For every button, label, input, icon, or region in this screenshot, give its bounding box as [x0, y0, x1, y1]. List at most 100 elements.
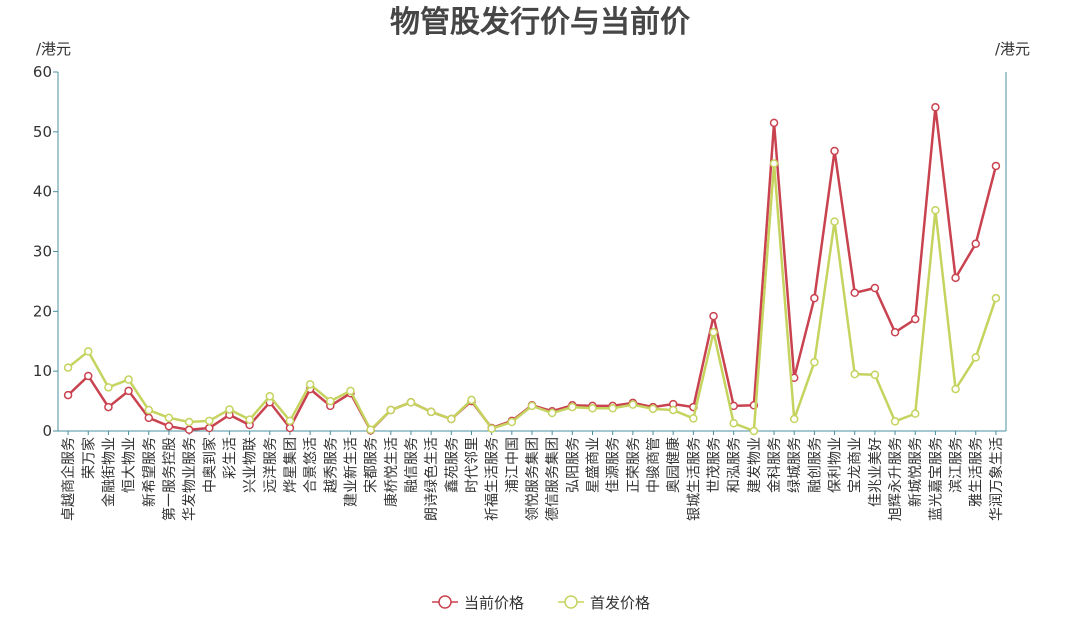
- data-point: [951, 384, 960, 394]
- x-tick-label: 滨江服务: [949, 437, 965, 493]
- chart-title: 物管股发行价与当前价: [390, 5, 690, 40]
- data-point: [205, 416, 214, 426]
- series-line: [67, 163, 998, 433]
- x-tick-label: 佳兆业美好: [868, 437, 884, 507]
- data-point: [386, 405, 396, 415]
- x-tick-label: 宋都服务: [364, 437, 380, 493]
- data-point: [991, 293, 1001, 303]
- y-tick-label: 30: [33, 243, 52, 261]
- x-tick-label: 德信服务集团: [544, 437, 561, 521]
- x-tick-label: 康桥悦生活: [383, 437, 400, 507]
- x-tick-label: 越秀服务: [323, 437, 339, 493]
- data-point: [789, 414, 799, 424]
- data-point: [104, 402, 113, 412]
- x-tick-label: 宝龙商业: [848, 437, 864, 493]
- data-point: [830, 217, 839, 226]
- x-tick-label: 金科服务: [767, 437, 783, 493]
- data-point: [245, 415, 254, 424]
- data-point: [164, 413, 174, 423]
- x-tick-label: 新希望服务: [142, 437, 158, 507]
- data-point: [890, 417, 900, 426]
- x-tick-label: 建发物业: [747, 437, 763, 493]
- x-tick-label: 华润万象生活: [989, 437, 1005, 521]
- y2-axis-label: /港元: [995, 40, 1030, 58]
- x-tick-label: 弘阳服务: [565, 437, 581, 493]
- x-tick-label: 祈福生活服务: [485, 437, 501, 521]
- data-point: [205, 423, 214, 433]
- data-point: [931, 103, 940, 112]
- data-point: [951, 273, 960, 283]
- data-point: [547, 408, 557, 418]
- data-point: [910, 409, 920, 418]
- data-point: [850, 288, 859, 298]
- legend-label: 当前价格: [464, 594, 524, 612]
- x-tick-label: 融信服务: [404, 437, 420, 493]
- x-tick-label: 保利物业: [828, 437, 844, 493]
- x-tick-label: 浦江中国: [505, 437, 521, 493]
- x-tick-label: 雅生活服务: [969, 437, 985, 507]
- data-point: [810, 357, 819, 367]
- x-tick-label: 和泓服务: [727, 437, 743, 493]
- data-point: [285, 423, 295, 433]
- data-point: [870, 283, 880, 293]
- data-point: [971, 353, 980, 362]
- data-point: [265, 392, 275, 401]
- x-tick-label: 金融街物业: [101, 437, 117, 507]
- data-point: [850, 369, 859, 379]
- data-point: [124, 386, 133, 396]
- x-tick-label: 旭辉永升服务: [888, 437, 904, 521]
- y-tick-label: 60: [33, 63, 52, 81]
- data-point: [426, 407, 436, 417]
- data-point: [769, 118, 779, 128]
- x-tick-label: 银城生活服务: [686, 437, 702, 521]
- data-point: [689, 414, 698, 423]
- x-tick-label: 合景悠活: [303, 437, 319, 493]
- x-tick-label: 恒大物业: [122, 437, 138, 493]
- data-point: [184, 417, 194, 427]
- x-tick-label: 新城悦服务: [908, 437, 924, 507]
- data-point: [870, 370, 880, 380]
- x-tick-label: 中奥到家: [201, 437, 218, 493]
- data-point: [285, 416, 295, 426]
- data-point: [971, 239, 980, 248]
- x-tick-label: 烨星集团: [282, 437, 299, 493]
- data-point: [487, 424, 496, 433]
- x-tick-label: 建业新生活: [343, 437, 359, 507]
- x-tick-label: 世茂服务: [706, 437, 723, 493]
- y-tick-label: 20: [33, 302, 52, 320]
- data-point: [84, 371, 93, 381]
- data-point: [63, 390, 73, 400]
- data-point: [910, 314, 920, 324]
- x-tick-label: 远洋服务: [263, 437, 279, 493]
- x-tick-label: 绿城服务: [787, 437, 803, 493]
- x-tick-label: 正荣服务: [626, 437, 642, 493]
- y-tick-label: 40: [33, 183, 52, 201]
- data-point: [830, 146, 839, 156]
- data-point: [668, 405, 678, 415]
- y-axis-label: /港元: [36, 40, 71, 58]
- data-point: [366, 425, 375, 435]
- y-tick-label: 50: [33, 123, 52, 141]
- x-tick-label: 卓越商企服务: [60, 437, 77, 521]
- data-point: [769, 159, 779, 168]
- data-point: [144, 413, 154, 423]
- x-tick-label: 兴业物联: [243, 437, 259, 493]
- x-tick-label: 领悦服务集团: [524, 437, 541, 521]
- data-point: [709, 311, 718, 321]
- data-point: [184, 425, 194, 435]
- data-point: [164, 421, 174, 431]
- data-point: [810, 293, 819, 303]
- data-point: [527, 401, 537, 411]
- data-point: [305, 380, 315, 389]
- legend-icon: [438, 595, 452, 609]
- data-point: [104, 383, 113, 392]
- x-tick-label: 朗诗绿色生活: [423, 437, 440, 521]
- data-point: [931, 205, 940, 215]
- data-point: [568, 402, 577, 412]
- x-tick-label: 华发物业服务: [182, 437, 198, 521]
- data-point: [648, 404, 658, 414]
- data-point: [326, 396, 335, 406]
- legend-icon: [564, 595, 578, 609]
- data-point: [991, 161, 1001, 171]
